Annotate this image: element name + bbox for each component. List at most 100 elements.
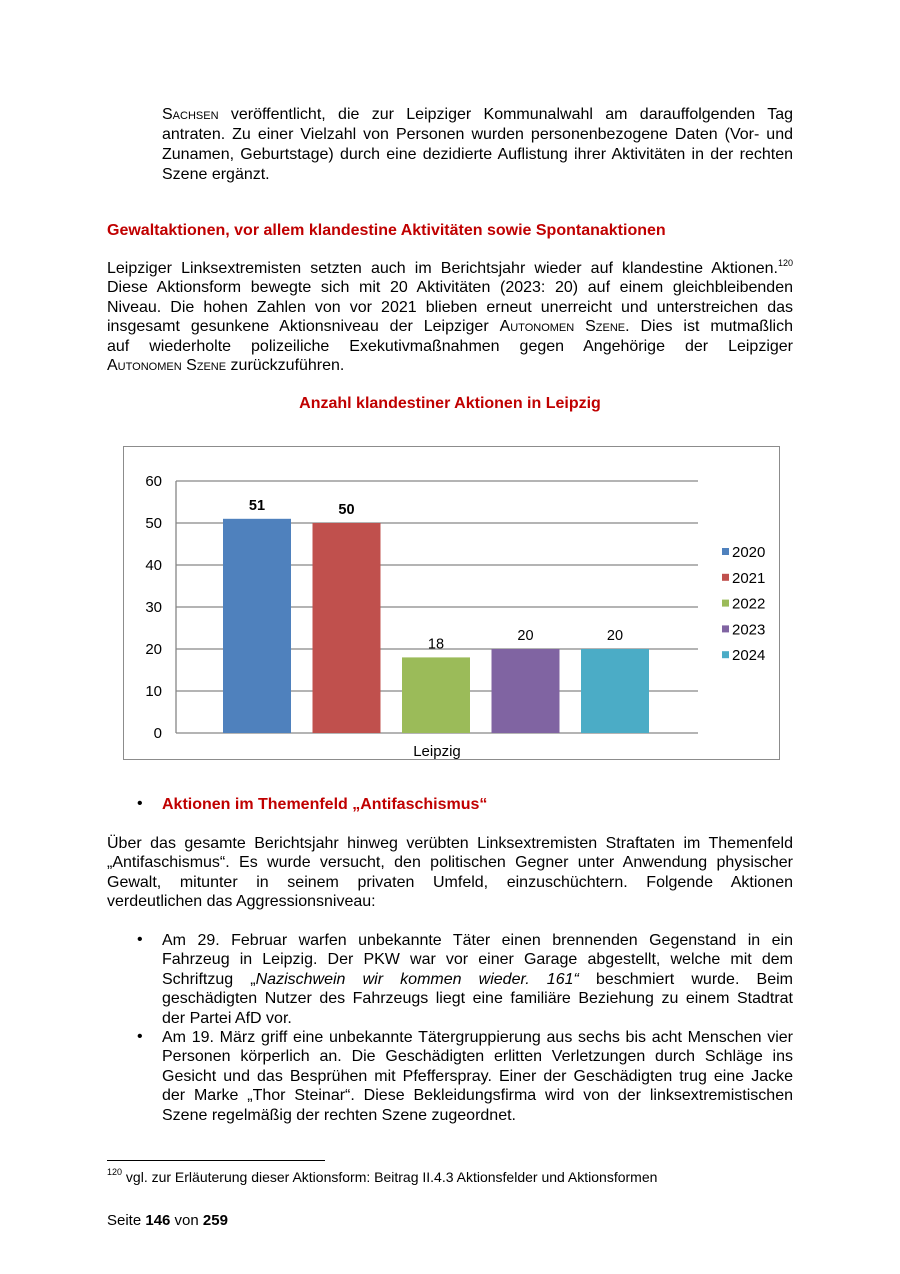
data-label: 18: [428, 636, 444, 652]
bullet-heading: Aktionen im Themenfeld „Antifaschismus“: [162, 796, 488, 813]
text-line: Schriftzug „Nazischwein wir kommen wiede…: [162, 970, 793, 989]
data-label: 20: [607, 628, 623, 644]
text-segment: Gesicht und das Besprühen mit Pfefferspr…: [162, 1067, 793, 1085]
bullet-icon: •: [137, 931, 143, 948]
text-segment: der Partei AfD vor.: [162, 1009, 292, 1027]
text-segment: der Marke „Thor Steinar“. Diese Bekleidu…: [162, 1087, 793, 1105]
text-segment: Autonomen Szene: [499, 318, 626, 336]
text-line: Am 19. März griff eine unbekannte Täterg…: [162, 1028, 793, 1047]
text-segment: zurückzuführen.: [226, 357, 345, 375]
legend-swatch: [722, 651, 729, 659]
text-line: Gesicht und das Besprühen mit Pfefferspr…: [162, 1067, 793, 1086]
paragraph-2: Leipziger Linksextremisten setzten auch …: [107, 259, 793, 375]
page-total: 259: [202, 1212, 228, 1229]
y-tick-label: 10: [145, 683, 162, 700]
y-tick-label: 0: [154, 725, 162, 742]
text-segment: veröffentlicht, die zur Leipziger Kommun…: [218, 106, 793, 123]
footnote-number: 120: [107, 1167, 123, 1177]
text-segment: Nazischwein wir kommen wieder. 161“: [255, 970, 579, 988]
y-tick-label: 60: [145, 473, 162, 490]
text-line: Szene ergänzt.: [162, 165, 793, 185]
text-segment: Am 29. Februar warfen unbekannte Täter e…: [162, 932, 793, 949]
bar-2021: [312, 523, 381, 733]
text-line: der Partei AfD vor.: [162, 1009, 793, 1028]
text-line: Niveau. Die hohen Zahlen von vor 2021 bl…: [107, 298, 793, 317]
bar-2022: [402, 657, 470, 733]
footer-label: Seite: [107, 1212, 146, 1229]
text-segment: Über das gesamte Berichtsjahr hinweg ver…: [107, 835, 793, 852]
paragraph-1: Sachsen veröffentlicht, die zur Leipzige…: [162, 105, 793, 185]
text-line: Leipziger Linksextremisten setzten auch …: [107, 259, 793, 278]
text-segment: beschmiert wurde. Beim: [578, 970, 793, 988]
text-segment: Schriftzug „: [162, 970, 256, 988]
text-segment: geschädigten Nutzer des Fahrzeugs liegt …: [162, 990, 793, 1008]
text-segment: Sachsen: [162, 106, 219, 123]
text-segment: Gewalt, mitunter in seinem privaten Umfe…: [107, 873, 793, 891]
data-label: 50: [338, 502, 354, 518]
text-line: auf wiederholte polizeiliche Exekutivmaß…: [107, 337, 793, 356]
text-segment: Am 19. März griff eine unbekannte Täterg…: [162, 1029, 793, 1046]
text-line: Über das gesamte Berichtsjahr hinweg ver…: [107, 834, 793, 853]
footnote-ref: 120: [777, 258, 793, 268]
footer-label: von: [170, 1212, 203, 1229]
legend-label: 2024: [732, 647, 765, 664]
legend-label: 2023: [732, 621, 765, 638]
text-line: der Marke „Thor Steinar“. Diese Bekleidu…: [162, 1086, 793, 1105]
text-segment: „Antifaschismus“. Es wurde versucht, den…: [107, 854, 793, 872]
bar-chart: 0 10 20 30 40 50 60 51 2020 50 2021 18 2022 20 2023 20 2…: [123, 446, 780, 760]
page-footer: Seite 146 von 259: [107, 1211, 228, 1230]
text-segment: Diese Aktionsform bewegte sich mit 20 Ak…: [107, 279, 793, 297]
legend-label: 2022: [732, 596, 765, 613]
text-segment: Szene ergänzt.: [162, 166, 270, 183]
text-segment: . Dies ist mutmaßlich: [625, 318, 793, 336]
chart-title: Anzahl klandestiner Aktionen in Leipzig: [299, 395, 601, 412]
footnote-divider: [107, 1160, 325, 1161]
text-segment: Fahrzeug in Leipzig. Der PKW war vor ein…: [162, 951, 793, 969]
x-category-label: Leipzig: [413, 743, 461, 760]
text-line: antraten. Zu einer Vielzahl von Personen…: [162, 125, 793, 145]
data-label: 20: [517, 628, 533, 644]
text-line: Gewalt, mitunter in seinem privaten Umfe…: [107, 873, 793, 892]
bullet-icon: •: [137, 1028, 143, 1045]
text-segment: auf wiederholte polizeiliche Exekutivmaß…: [107, 337, 793, 355]
bar-2020: [223, 518, 291, 733]
page-number: 146: [145, 1212, 171, 1229]
y-tick-label: 50: [145, 515, 162, 532]
text-line: geschädigten Nutzer des Fahrzeugs liegt …: [162, 989, 793, 1008]
section-heading: Gewaltaktionen, vor allem klandestine Ak…: [107, 222, 666, 239]
text-line: Szene regelmäßig der rechten Szene zugeo…: [162, 1106, 793, 1125]
text-line: insgesamt gesunkene Aktionsniveau der Le…: [107, 317, 793, 336]
footnote: 120 vgl. zur Erläuterung dieser Aktionsf…: [107, 1168, 657, 1187]
text-line: „Antifaschismus“. Es wurde versucht, den…: [107, 853, 793, 872]
text-segment: Niveau. Die hohen Zahlen von vor 2021 bl…: [107, 298, 793, 316]
y-tick-label: 20: [145, 641, 162, 658]
bar-2023: [491, 649, 560, 733]
footnote-text: vgl. zur Erläuterung dieser Aktionsform:…: [122, 1169, 658, 1185]
text-line: verdeutlichen das Aggressionsniveau:: [107, 892, 793, 911]
text-line: Am 29. Februar warfen unbekannte Täter e…: [162, 931, 793, 950]
text-segment: insgesamt gesunkene Aktionsniveau der Le…: [107, 318, 500, 336]
text-segment: Leipziger Linksextremisten setzten auch …: [107, 260, 778, 277]
text-segment: Personen körperlich an. Die Geschädigten…: [162, 1048, 793, 1066]
list-item: Am 19. März griff eine unbekannte Täterg…: [162, 1028, 793, 1125]
bar-2024: [581, 649, 649, 733]
text-line: Fahrzeug in Leipzig. Der PKW war vor ein…: [162, 950, 793, 969]
list-item: Am 29. Februar warfen unbekannte Täter e…: [162, 931, 793, 1028]
legend-swatch: [722, 625, 729, 633]
text-line: Diese Aktionsform bewegte sich mit 20 Ak…: [107, 278, 793, 297]
legend-swatch: [722, 548, 729, 555]
legend-swatch: [722, 599, 729, 607]
paragraph-3: Über das gesamte Berichtsjahr hinweg ver…: [107, 834, 793, 912]
y-tick-label: 40: [145, 557, 162, 574]
legend-label: 2020: [732, 544, 765, 561]
text-segment: verdeutlichen das Aggressionsniveau:: [107, 893, 376, 911]
text-segment: Zunamen, Geburtstage) durch eine dezidie…: [162, 146, 793, 163]
text-segment: Autonomen Szene: [107, 357, 227, 375]
y-tick-label: 30: [145, 599, 162, 616]
text-segment: Szene regelmäßig der rechten Szene zugeo…: [162, 1106, 516, 1124]
text-line: Autonomen Szene zurückzuführen.: [107, 356, 793, 375]
data-label: 51: [249, 498, 265, 514]
bullet-icon: •: [137, 795, 143, 812]
legend-swatch: [722, 573, 729, 581]
